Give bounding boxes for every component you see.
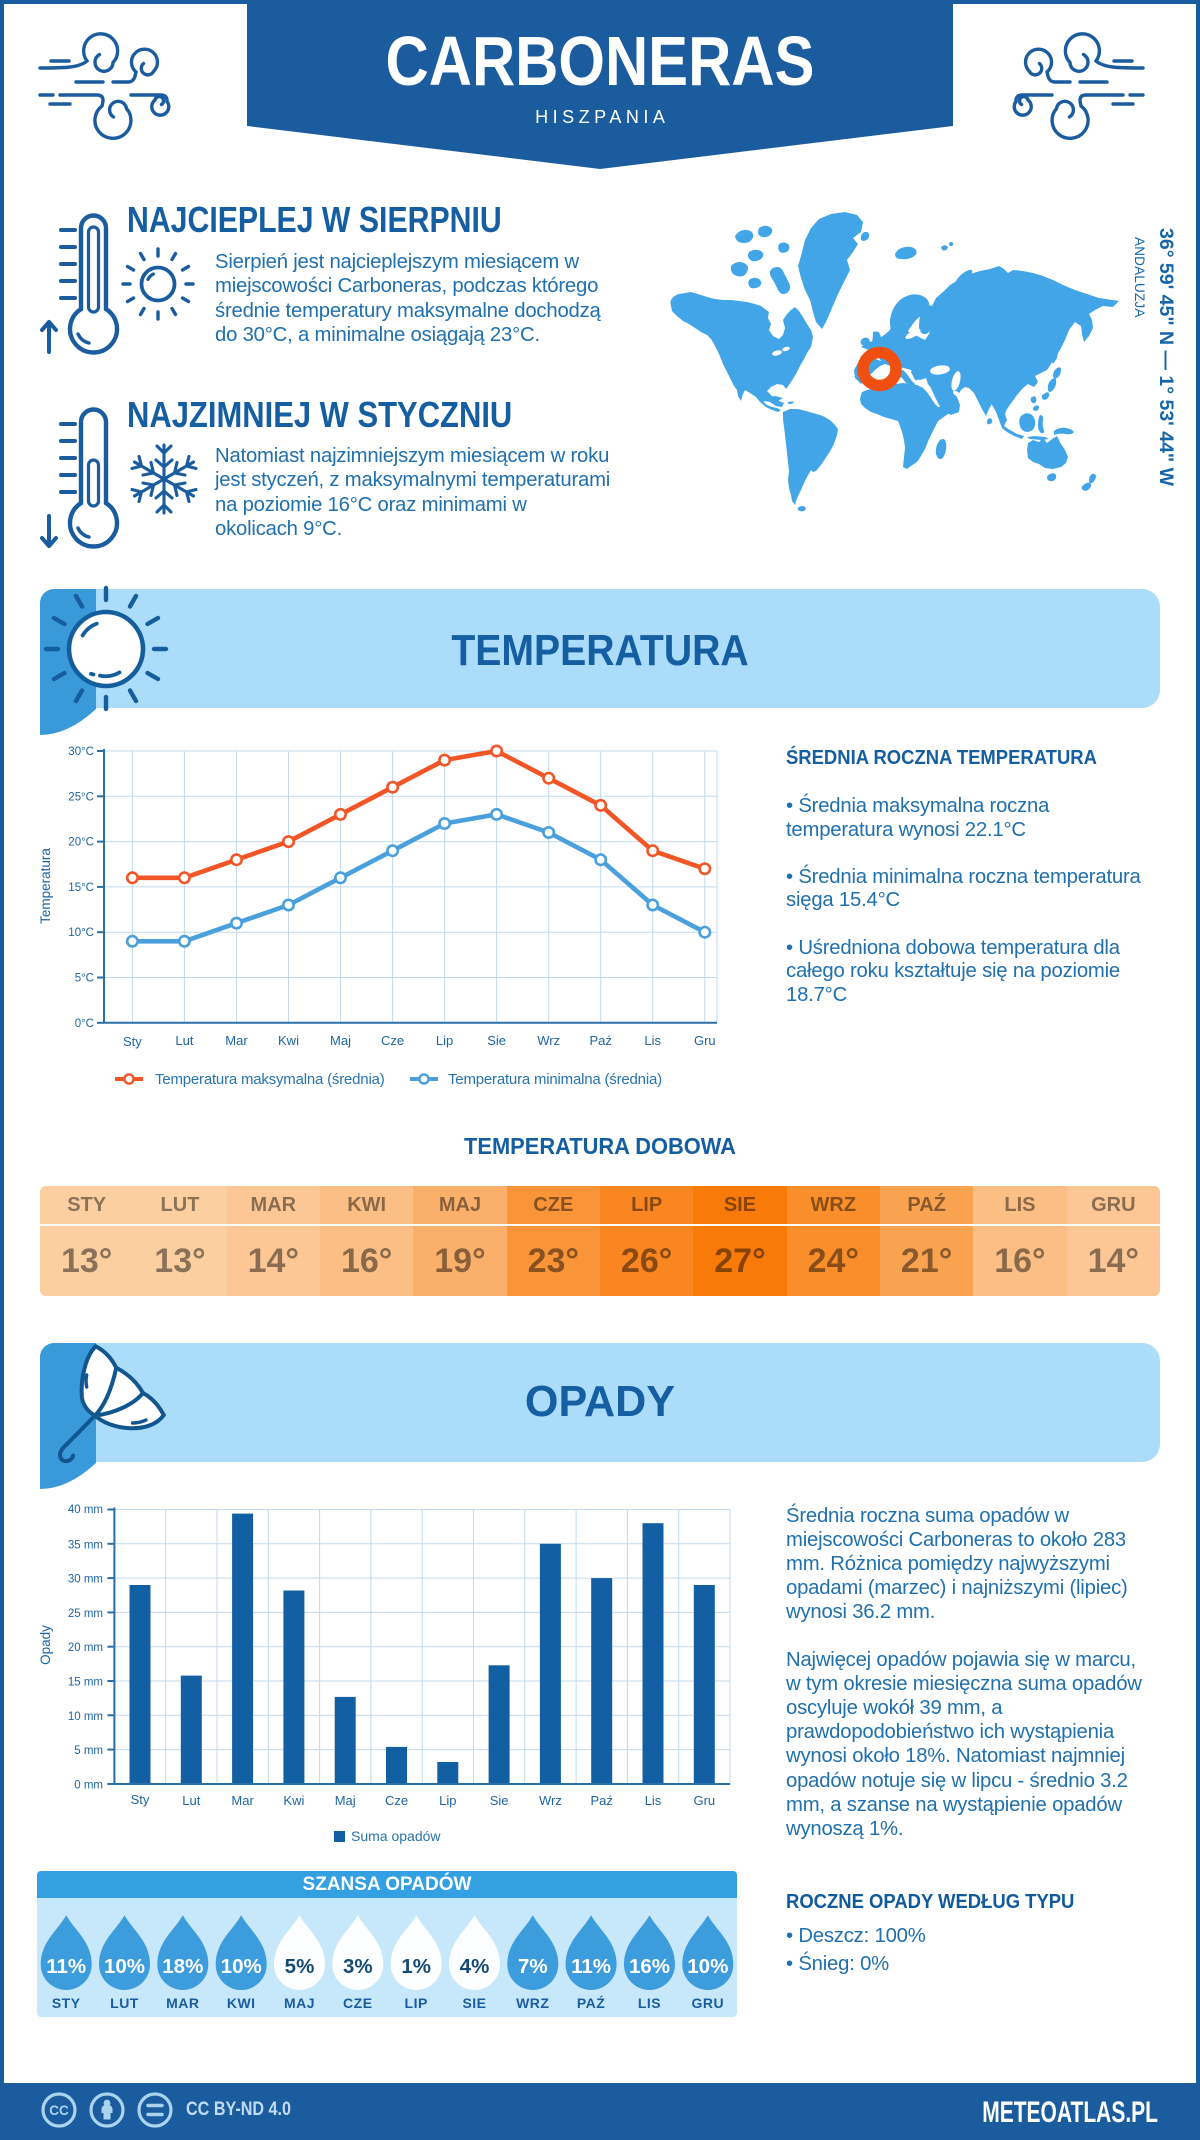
svg-text:Gru: Gru bbox=[693, 1793, 715, 1808]
svg-text:Sty: Sty bbox=[131, 1792, 150, 1807]
svg-text:35 mm: 35 mm bbox=[68, 1539, 103, 1551]
svg-text:25°C: 25°C bbox=[68, 791, 94, 803]
svg-text:5%: 5% bbox=[285, 1955, 315, 1978]
svg-text:Gru: Gru bbox=[694, 1033, 716, 1048]
svg-text:Temperatura minimalna (średnia: Temperatura minimalna (średnia) bbox=[448, 1071, 662, 1088]
svg-text:Lip: Lip bbox=[439, 1793, 456, 1808]
svg-text:1%: 1% bbox=[401, 1955, 431, 1978]
svg-text:SIE: SIE bbox=[462, 1995, 486, 2011]
svg-text:Mar: Mar bbox=[231, 1793, 254, 1808]
svg-text:5°C: 5°C bbox=[75, 973, 94, 985]
svg-text:0°C: 0°C bbox=[75, 1018, 94, 1030]
svg-text:Temperatura: Temperatura bbox=[38, 848, 53, 924]
svg-text:STY: STY bbox=[52, 1995, 81, 2011]
svg-text:KWI: KWI bbox=[227, 1995, 256, 2011]
svg-text:Temperatura maksymalna (średni: Temperatura maksymalna (średnia) bbox=[155, 1071, 385, 1088]
svg-text:MAR: MAR bbox=[166, 1995, 199, 2011]
svg-text:Kwi: Kwi bbox=[283, 1793, 304, 1808]
svg-text:20°C: 20°C bbox=[68, 837, 94, 849]
svg-text:20 mm: 20 mm bbox=[68, 1642, 103, 1654]
svg-text:Paź: Paź bbox=[589, 1033, 611, 1048]
svg-text:25 mm: 25 mm bbox=[68, 1608, 103, 1620]
svg-text:10%: 10% bbox=[687, 1955, 728, 1978]
svg-text:Wrz: Wrz bbox=[537, 1033, 560, 1048]
svg-text:Lis: Lis bbox=[644, 1033, 661, 1048]
svg-text:Paź: Paź bbox=[590, 1793, 612, 1808]
svg-text:MAJ: MAJ bbox=[284, 1995, 315, 2011]
svg-text:30°C: 30°C bbox=[68, 746, 94, 758]
svg-text:Lis: Lis bbox=[645, 1793, 662, 1808]
svg-text:15 mm: 15 mm bbox=[68, 1677, 103, 1689]
svg-text:WRZ: WRZ bbox=[516, 1995, 549, 2011]
svg-text:10%: 10% bbox=[221, 1955, 262, 1978]
svg-text:Kwi: Kwi bbox=[278, 1033, 299, 1048]
svg-text:16%: 16% bbox=[629, 1955, 670, 1978]
svg-text:10 mm: 10 mm bbox=[68, 1711, 103, 1723]
svg-text:11%: 11% bbox=[46, 1955, 86, 1978]
svg-text:GRU: GRU bbox=[691, 1995, 724, 2011]
svg-text:PAŹ: PAŹ bbox=[577, 1995, 605, 2011]
svg-text:10%: 10% bbox=[104, 1955, 145, 1978]
svg-text:LIP: LIP bbox=[405, 1995, 428, 2011]
svg-text:CZE: CZE bbox=[343, 1995, 373, 2011]
svg-text:11%: 11% bbox=[571, 1955, 611, 1978]
svg-text:4%: 4% bbox=[460, 1955, 490, 1978]
svg-text:Wrz: Wrz bbox=[539, 1793, 562, 1808]
svg-text:0 mm: 0 mm bbox=[74, 1779, 103, 1791]
svg-text:5 mm: 5 mm bbox=[74, 1745, 103, 1757]
svg-text:Suma opadów: Suma opadów bbox=[351, 1828, 441, 1844]
svg-text:Lip: Lip bbox=[436, 1033, 453, 1048]
svg-text:40 mm: 40 mm bbox=[68, 1504, 103, 1516]
svg-text:30 mm: 30 mm bbox=[68, 1574, 103, 1586]
svg-text:Lut: Lut bbox=[175, 1033, 193, 1048]
svg-text:10°C: 10°C bbox=[68, 927, 94, 939]
svg-text:3%: 3% bbox=[343, 1955, 373, 1978]
svg-text:7%: 7% bbox=[518, 1955, 548, 1978]
svg-text:Sie: Sie bbox=[487, 1033, 506, 1048]
svg-text:Cze: Cze bbox=[385, 1793, 408, 1808]
svg-text:Mar: Mar bbox=[225, 1033, 248, 1048]
svg-text:Lut: Lut bbox=[182, 1793, 200, 1808]
svg-text:Maj: Maj bbox=[335, 1793, 356, 1808]
svg-text:Cze: Cze bbox=[381, 1033, 404, 1048]
svg-text:18%: 18% bbox=[162, 1955, 203, 1978]
svg-text:15°C: 15°C bbox=[68, 882, 94, 894]
svg-text:Sty: Sty bbox=[123, 1034, 142, 1049]
svg-text:Sie: Sie bbox=[490, 1793, 509, 1808]
svg-text:Opady: Opady bbox=[38, 1625, 53, 1665]
svg-text:CC: CC bbox=[49, 2103, 69, 2118]
svg-text:LIS: LIS bbox=[638, 1995, 661, 2011]
svg-text:Maj: Maj bbox=[330, 1033, 351, 1048]
svg-text:LUT: LUT bbox=[110, 1995, 139, 2011]
